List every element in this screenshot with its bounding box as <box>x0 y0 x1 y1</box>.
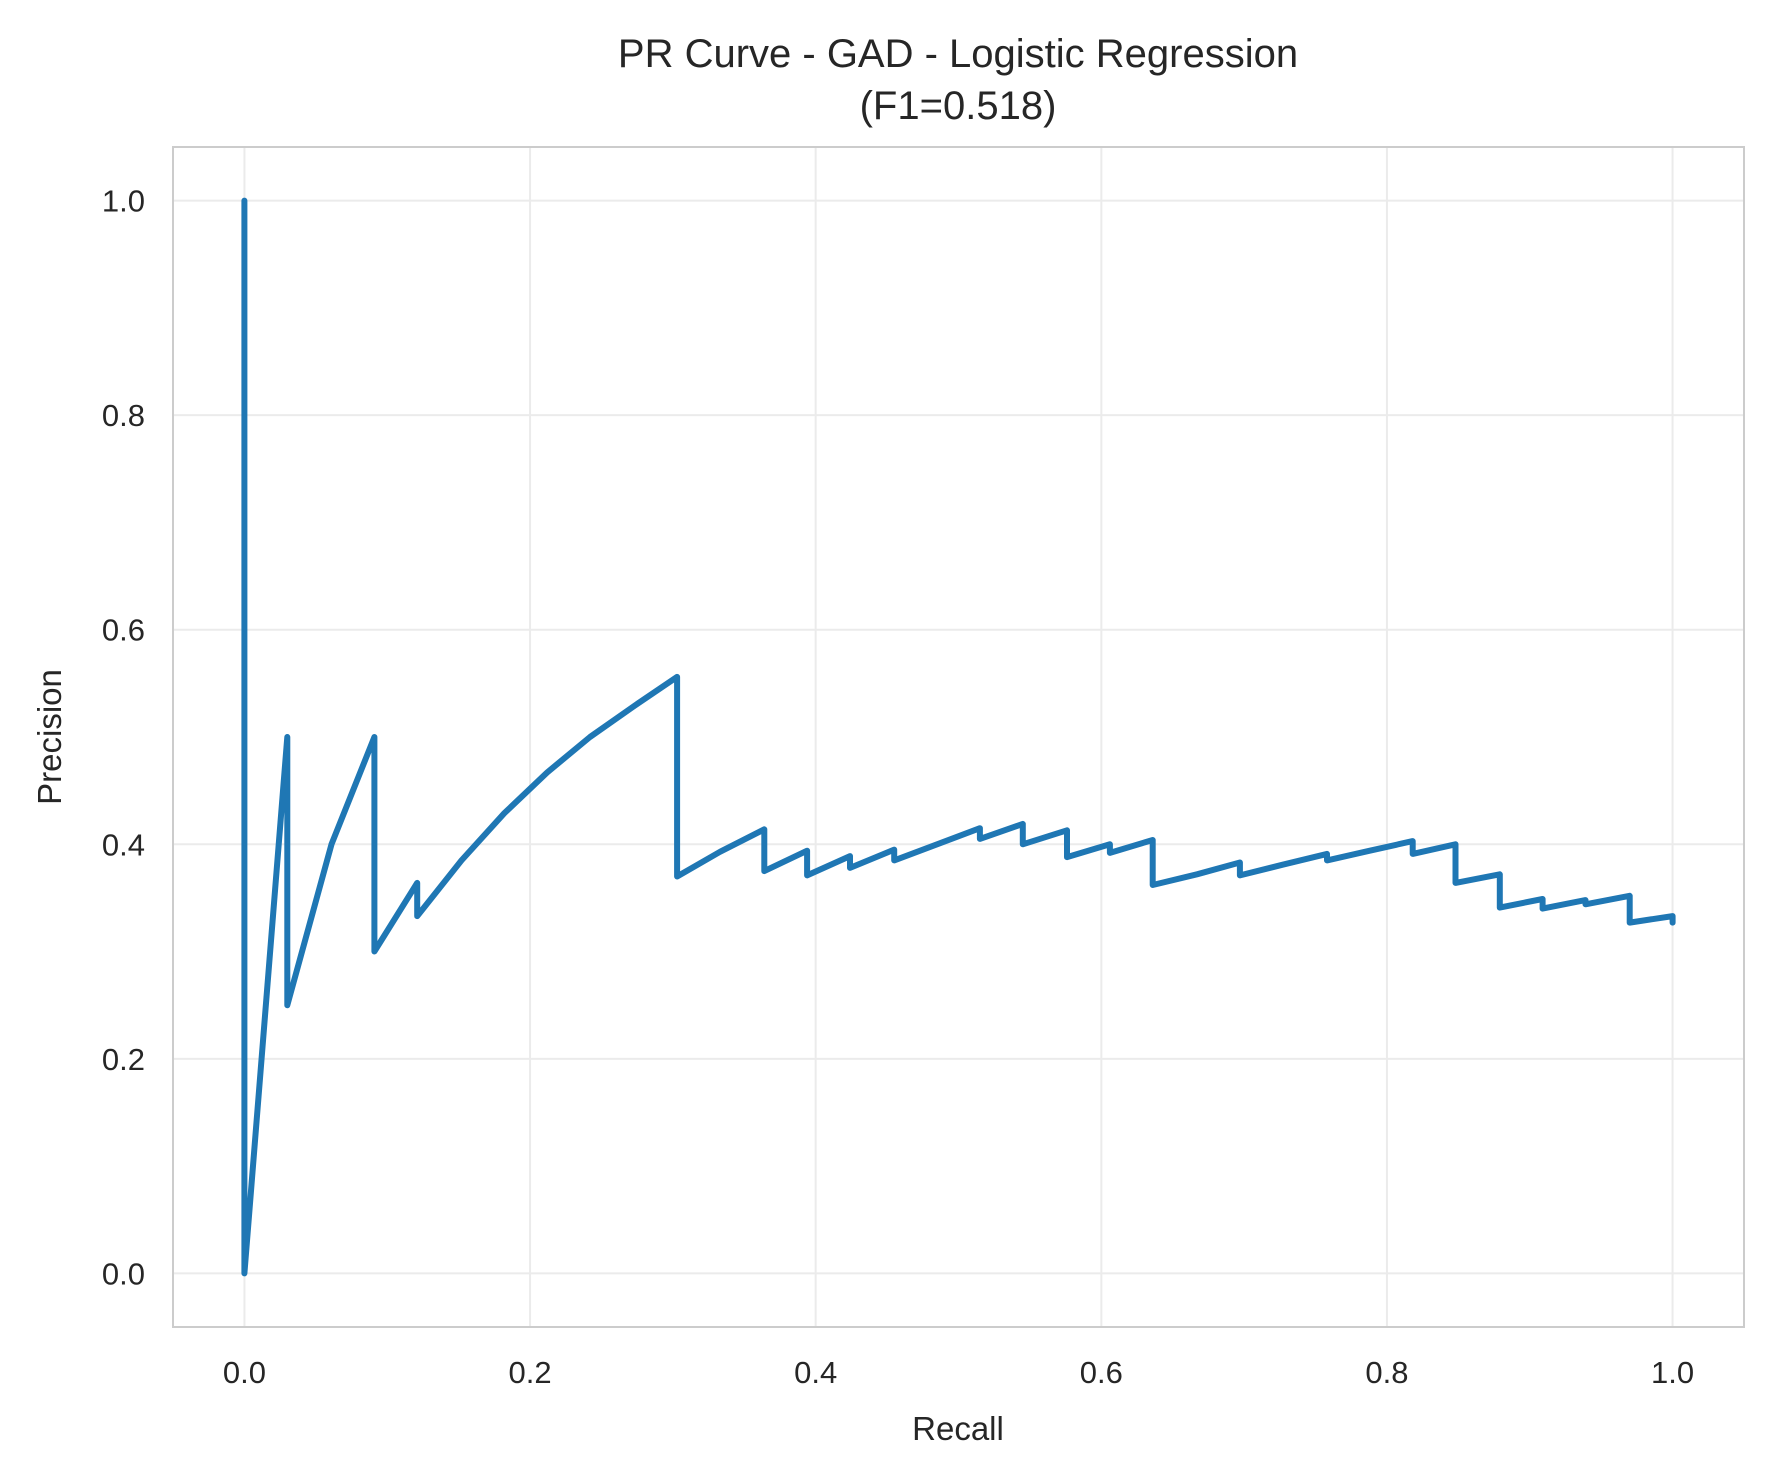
y-tick-label: 0.8 <box>102 398 145 433</box>
plot-frame <box>172 146 1745 1328</box>
grid <box>173 147 1744 1327</box>
y-tick-label: 1.0 <box>102 184 145 219</box>
chart-subtitle: (F1=0.518) <box>860 84 1057 128</box>
y-tick-label: 0.2 <box>102 1042 145 1077</box>
y-tick-label: 0.4 <box>102 827 145 862</box>
series-layer <box>241 197 1676 1277</box>
x-tick-label: 0.6 <box>1080 1355 1123 1390</box>
y-tick-labels: 0.0 0.2 0.4 0.6 0.8 1.0 <box>102 184 145 1292</box>
x-tick-label: 0.2 <box>508 1355 551 1390</box>
pr-curve-line <box>241 197 1676 1277</box>
y-tick-label: 0.6 <box>102 613 145 648</box>
x-tick-label: 0.0 <box>223 1355 266 1390</box>
x-tick-label: 0.4 <box>794 1355 837 1390</box>
x-axis-label: Recall <box>912 1410 1004 1447</box>
y-axis-label: Precision <box>31 669 68 805</box>
x-tick-label: 1.0 <box>1651 1355 1694 1390</box>
chart-title: PR Curve - GAD - Logistic Regression <box>618 32 1298 76</box>
x-tick-labels: 0.0 0.2 0.4 0.6 0.8 1.0 <box>223 1355 1694 1390</box>
y-tick-label: 0.0 <box>102 1256 145 1291</box>
x-tick-label: 0.8 <box>1365 1355 1408 1390</box>
